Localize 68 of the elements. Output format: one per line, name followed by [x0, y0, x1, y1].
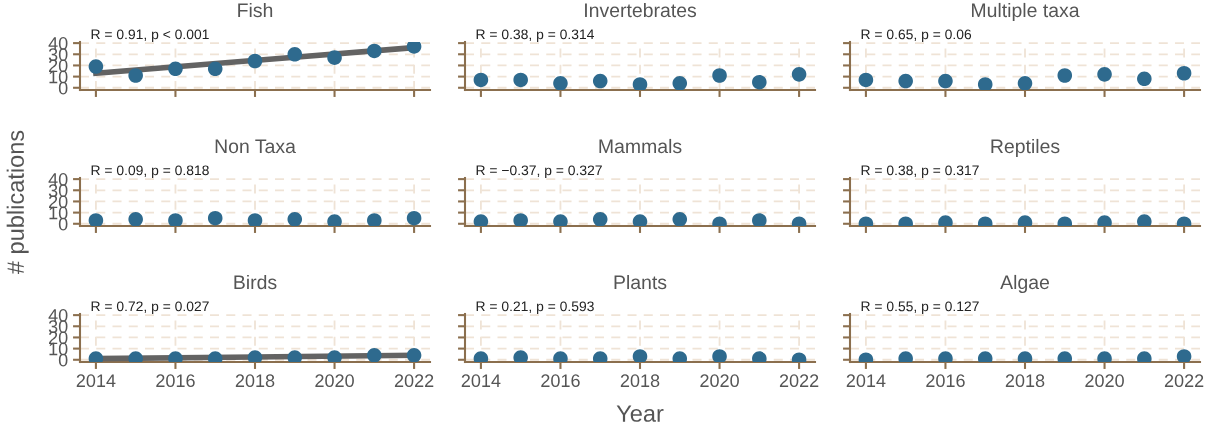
chart-title: Mammals [599, 138, 682, 154]
chart-title: Algae [1000, 274, 1049, 294]
x-tick-label: 2016 [156, 374, 195, 388]
y-axis-title: # publications [6, 130, 29, 275]
y-tick-label: 30 [48, 320, 68, 333]
point [1057, 68, 1073, 83]
y-tick-label: 40 [48, 37, 68, 50]
text: R = 0.65, p = 0.06 [861, 29, 972, 42]
point [672, 76, 688, 90]
text: R = 0.38, p = 0.317 [861, 165, 979, 178]
chart-title: Plants [614, 274, 667, 290]
chart-title: Invertebrates [585, 2, 697, 18]
point [712, 68, 727, 83]
point [327, 50, 342, 65]
text: R = 0.38, p = 0.314 [476, 29, 595, 42]
y-tick-label: 30 [48, 184, 68, 197]
point [1137, 71, 1152, 87]
x-tick-label: 2016 [541, 374, 580, 388]
y-tick-label: 30 [48, 48, 68, 61]
point [858, 72, 874, 88]
point [473, 72, 489, 88]
x-tick-label: 2022 [394, 374, 434, 388]
x-tick-label: 2014 [846, 374, 886, 388]
point [1176, 65, 1192, 81]
point [898, 73, 913, 89]
x-axis-title: Year [616, 405, 664, 422]
x-tick-label: 2022 [1164, 374, 1204, 388]
point [128, 68, 143, 83]
chart-title: Multiple taxa [972, 2, 1080, 22]
x-tick-label: 2018 [235, 374, 275, 388]
x-tick-label: 2020 [700, 374, 739, 388]
x-tick-label: 2018 [1005, 374, 1045, 388]
chart-title: Non Taxa [215, 139, 296, 154]
point [168, 61, 183, 77]
point [513, 72, 528, 88]
text: R = 0.21, p = 0.593 [476, 301, 594, 314]
point [287, 47, 303, 62]
point [592, 73, 608, 89]
chart-title: Birds [234, 274, 277, 290]
point [88, 59, 104, 74]
text: R = 0.55, p = 0.127 [861, 301, 979, 314]
x-tick-label: 2020 [1085, 374, 1124, 388]
point [367, 43, 382, 59]
x-tick-label: 2014 [461, 374, 501, 388]
text: R = 0.72, p = 0.027 [91, 301, 209, 314]
text: R = 0.09, p = 0.818 [91, 165, 209, 178]
point [752, 74, 767, 90]
y-tick-label: 40 [48, 309, 68, 322]
point [791, 67, 807, 82]
point [553, 76, 568, 90]
chart-title: Reptiles [991, 138, 1060, 158]
text: R = −0.37, p = 0.327 [476, 165, 602, 178]
y-tick-label: 40 [48, 173, 68, 186]
x-tick-label: 2014 [76, 374, 116, 388]
point [207, 61, 223, 77]
point [247, 53, 263, 69]
x-tick-label: 2018 [620, 374, 660, 388]
point [406, 42, 422, 54]
chart-title: Fish [238, 2, 273, 18]
x-tick-label: 2020 [315, 374, 354, 388]
point [632, 77, 648, 90]
x-tick-label: 2016 [926, 374, 965, 388]
point [977, 77, 993, 90]
x-tick-label: 2022 [779, 374, 819, 388]
point [1097, 67, 1112, 82]
point [1017, 76, 1033, 90]
text: R = 0.91, p < 0.001 [91, 29, 209, 42]
point [938, 73, 953, 89]
